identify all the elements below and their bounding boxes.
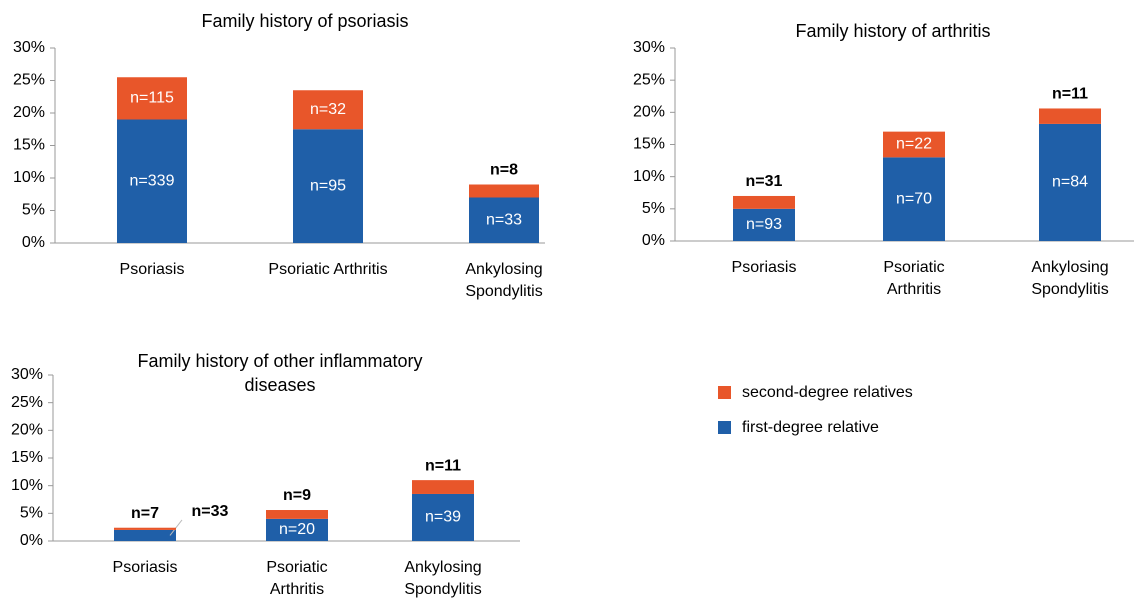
chart-title: Family history of other inflammatory [137,351,422,371]
legend-swatch [718,421,731,434]
y-tick-label: 5% [20,505,43,522]
y-tick-label: 10% [13,169,45,186]
y-tick-label: 0% [642,232,665,249]
y-tick-label: 5% [642,200,665,217]
y-tick-label: 30% [13,39,45,56]
y-tick-label: 10% [11,477,43,494]
chart-title: Family history of psoriasis [201,11,408,31]
bar-label: n=115 [130,90,174,107]
leader-line [169,519,183,536]
chart-title: Family history of arthritis [795,21,990,41]
bar-segment [293,129,363,243]
y-tick-label: 15% [11,449,43,466]
y-tick-label: 25% [11,394,43,411]
bar-label: n=31 [746,173,783,190]
bar-label: n=20 [279,521,315,538]
y-tick-label: 15% [13,137,45,154]
bar-label: n=7 [131,505,159,522]
y-tick-label: 20% [13,104,45,121]
x-tick-label: Ankylosing [1031,259,1108,276]
bar-segment [293,90,363,130]
x-tick-label: Ankylosing [465,261,542,278]
y-tick-label: 0% [20,532,43,549]
bar-segment [733,195,795,209]
legend-label: first-degree relative [742,419,879,436]
y-tick-label: 30% [11,366,43,383]
bar-segment [1039,108,1101,124]
bar-segment [114,529,176,541]
bar-label: n=32 [310,101,346,118]
bar-label: n=33 [192,503,229,520]
y-tick-label: 0% [22,234,45,251]
x-tick-label: Arthritis [887,281,941,298]
y-tick-label: 25% [633,71,665,88]
bar-label: n=22 [896,136,932,153]
bar-label: n=93 [746,216,782,233]
bar-segment [883,131,945,158]
bar-segment [114,527,176,530]
bar-label: n=9 [283,487,311,504]
bar-label: n=95 [310,177,346,194]
bar-label: n=11 [425,457,461,474]
bar-label: n=8 [490,162,518,179]
x-tick-label: Psoriasis [732,259,797,276]
y-tick-label: 5% [22,202,45,219]
y-tick-label: 20% [11,422,43,439]
bar-label: n=33 [486,211,522,228]
bar-label: n=70 [896,190,932,207]
bar-label: n=339 [130,172,175,189]
chart-title: diseases [244,375,315,395]
x-tick-label: Spondylitis [1031,281,1108,298]
x-tick-label: Psoriatic [266,559,327,576]
bar-segment [1039,123,1101,241]
bar-label: n=84 [1052,174,1088,191]
bar-segment [117,119,187,243]
y-tick-label: 10% [633,168,665,185]
y-tick-label: 25% [13,72,45,89]
legend-label: second-degree relatives [742,384,913,401]
bar-segment [883,157,945,241]
bar-segment [469,197,539,243]
y-tick-label: 15% [633,136,665,153]
bar-label: n=11 [1052,86,1088,103]
bar-label: n=39 [425,509,461,526]
x-tick-label: Psoriasis [120,261,185,278]
x-tick-label: Arthritis [270,581,324,598]
x-tick-label: Spondylitis [404,581,481,598]
x-tick-label: Ankylosing [404,559,481,576]
bar-segment [412,493,474,541]
x-tick-label: Psoriasis [113,559,178,576]
y-tick-label: 20% [633,104,665,121]
bar-segment [469,184,539,198]
x-tick-label: Spondylitis [465,283,542,300]
bar-segment [412,480,474,494]
bar-segment [733,208,795,241]
legend-swatch [718,386,731,399]
x-tick-label: Psoriatic Arthritis [268,261,387,278]
x-tick-label: Psoriatic [883,259,944,276]
y-tick-label: 30% [633,39,665,56]
bar-segment [266,518,328,541]
bar-segment [266,510,328,519]
bar-segment [117,77,187,120]
